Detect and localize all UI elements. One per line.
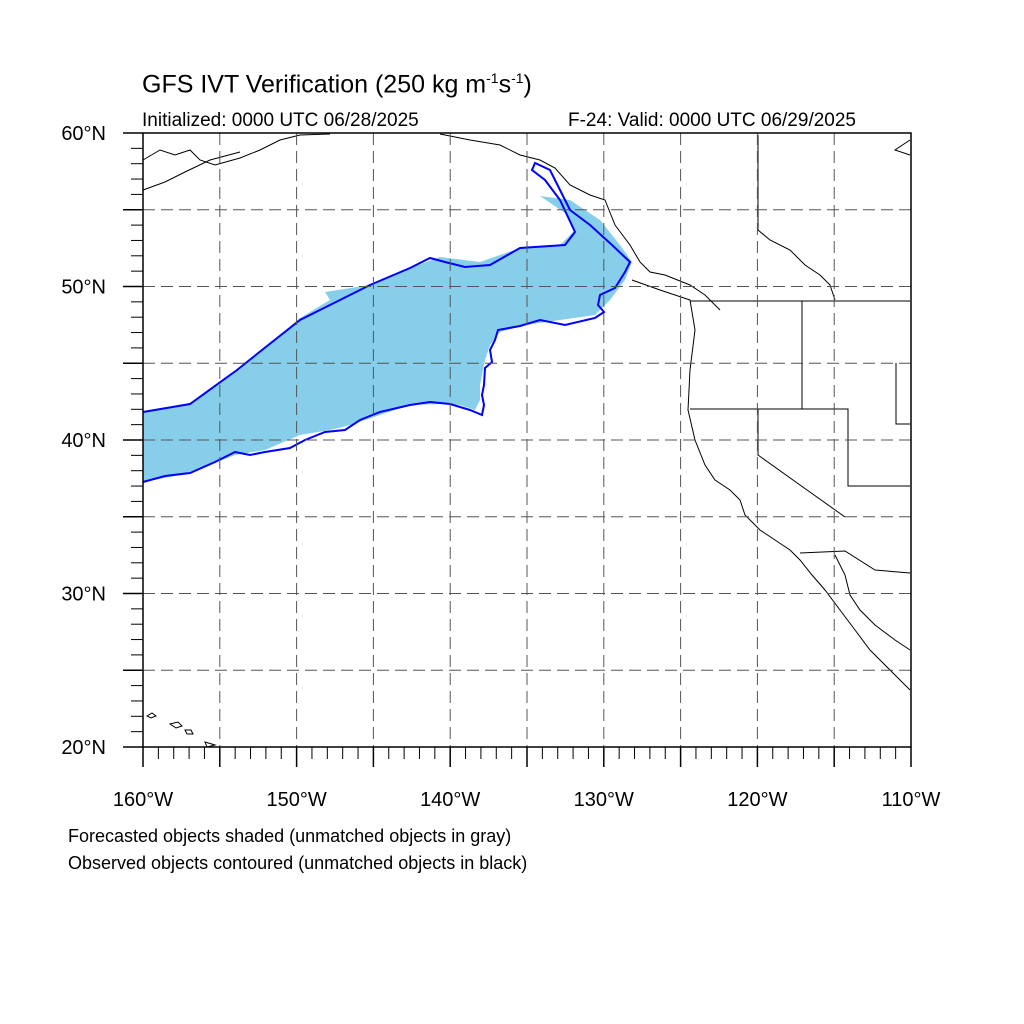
lat-label: 50°N [61,277,106,299]
lat-label: 20°N [61,737,106,759]
lat-label: 30°N [61,584,106,606]
lon-label: 150°W [266,789,326,811]
initialized-text: Initialized: 0000 UTC 06/28/2025 [142,110,419,131]
lat-label: 40°N [61,430,106,452]
valid-time-text: F-24: Valid: 0000 UTC 06/29/2025 [568,110,856,131]
lon-label: 160°W [113,789,173,811]
lon-label: 120°W [727,789,787,811]
observed-object-contour [142,161,632,483]
title: GFS IVT Verification (250 kg m-1s-1) [142,70,532,99]
map-frame [142,132,912,748]
lon-label: 130°W [574,789,634,811]
boundaries [690,300,911,574]
axis-ticks [123,132,912,767]
axis-labels: 20°N 30°N 40°N 50°N 60°N 160°W 150°W 140°W 130°W… [61,123,940,811]
lat-label: 60°N [61,123,106,145]
gridlines [143,133,911,747]
hawaii-islands [145,712,217,748]
lon-label: 140°W [420,789,480,811]
forecast-object-shaded [143,196,632,482]
observed-legend-note: Observed objects contoured (unmatched ob… [68,853,528,873]
lon-label: 110°W [882,789,941,811]
forecast-legend-note: Forecasted objects shaded (unmatched obj… [68,826,512,846]
